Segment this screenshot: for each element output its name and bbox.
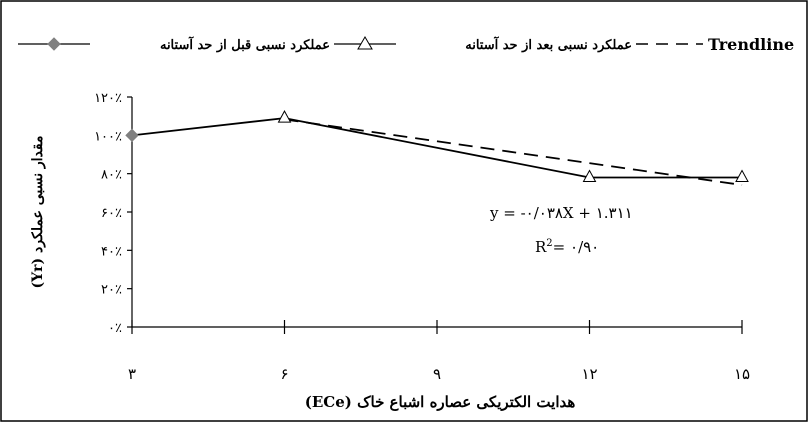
- regression-equation: y = -۰/۰۳۸X + ۱.۳۱۱: [489, 204, 633, 222]
- series-layer: [125, 110, 749, 186]
- point-before-threshold: [125, 128, 139, 143]
- x-tick-label: ۱۵: [734, 365, 750, 383]
- point-after-threshold: [582, 169, 597, 182]
- x-tick-label: ۶: [280, 365, 288, 383]
- y-tick-label: ۴۰٪: [101, 244, 122, 259]
- y-tick-label: ۰٪: [108, 321, 122, 336]
- legend-entry-trendline: Trendline: [636, 35, 794, 54]
- legend-entry-after-threshold: عملکرد نسبی بعد از حد آستانه: [334, 36, 632, 53]
- legend-before-label: عملکرد نسبی قبل از حد آستانه: [160, 36, 330, 53]
- y-tick-label: ۸۰٪: [101, 168, 122, 183]
- series-before-threshold-line: [131, 117, 285, 137]
- legend-triangle-marker: [357, 36, 373, 50]
- y-tick-label: ۱۰۰٪: [94, 129, 122, 144]
- y-tick-label: ۶۰٪: [101, 206, 122, 221]
- r-squared-value: = ۰/۹۰: [553, 238, 600, 256]
- r-squared-symbol: R: [535, 238, 547, 256]
- x-tick-label: ۱۲: [581, 365, 597, 383]
- y-tick-label: ۱۲۰٪: [94, 91, 122, 106]
- y-tick-label: ۲۰٪: [101, 283, 122, 298]
- x-ticks: ۳ ۶ ۹ ۱۲ ۱۵: [128, 320, 750, 383]
- x-axis-title: هدایت الکتریکی عصاره اشباع خاک (ECe): [305, 393, 576, 411]
- x-tick-label: ۹: [433, 365, 441, 383]
- legend-diamond-marker: [47, 37, 61, 51]
- x-tick-label: ۳: [128, 365, 136, 383]
- series-after-threshold-line: [284, 117, 742, 179]
- r-squared-sup: 2: [546, 238, 552, 249]
- legend: Trendline عملکرد نسبی بعد از حد آستانه ع…: [18, 35, 794, 54]
- point-after-threshold: [735, 169, 749, 182]
- point-after-threshold: [277, 110, 292, 123]
- regression-annotation: y = -۰/۰۳۸X + ۱.۳۱۱ R2= ۰/۹۰: [489, 204, 633, 256]
- legend-after-label: عملکرد نسبی بعد از حد آستانه: [465, 36, 632, 53]
- legend-trendline-label: Trendline: [708, 35, 794, 54]
- legend-entry-before-threshold: عملکرد نسبی قبل از حد آستانه: [18, 36, 330, 53]
- y-ticks: ۰٪ ۲۰٪ ۴۰٪ ۶۰٪ ۸۰٪ ۱۰۰٪ ۱۲۰٪: [94, 91, 132, 336]
- r-squared: R2= ۰/۹۰: [535, 238, 599, 256]
- trendline: [284, 118, 743, 186]
- y-axis-title: مقدار نسبی عملکرد (Yr): [30, 136, 46, 289]
